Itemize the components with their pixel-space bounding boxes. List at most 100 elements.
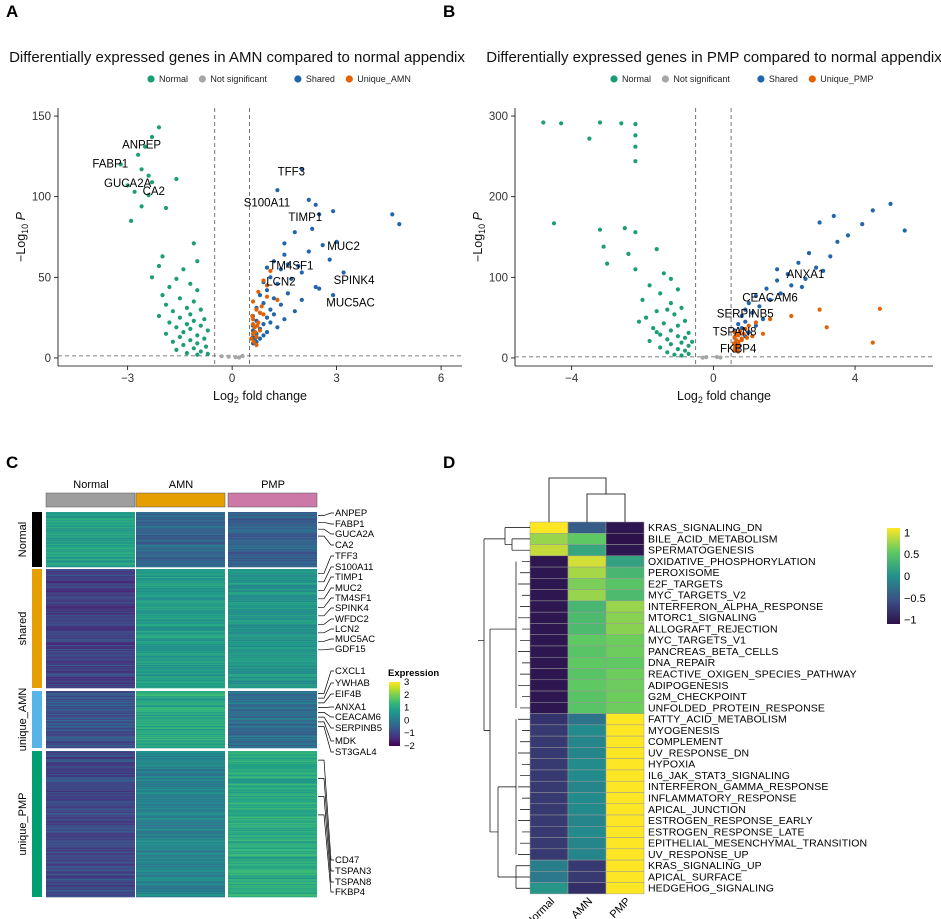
heatmap-c-cell xyxy=(46,592,135,594)
heatmap-c-cell xyxy=(228,579,317,581)
heatmap-c-cell xyxy=(46,549,135,551)
heatmap-c-cell xyxy=(228,865,317,867)
heatmap-c-cell xyxy=(228,811,317,813)
heatmap-c-cell xyxy=(46,629,135,631)
heatmap-c-cell xyxy=(136,867,225,869)
heatmap-c-cell xyxy=(46,631,135,633)
heatmap-c-cell xyxy=(228,645,317,646)
heatmap-c-cell xyxy=(46,637,135,639)
heatmap-c-gene-label: TSPAN8 xyxy=(335,877,371,888)
heatmap-c-cell xyxy=(228,554,317,556)
heatmap-d-row-label: MYOGENESIS xyxy=(648,725,720,737)
point-shared xyxy=(317,212,322,217)
x-tick-label: 3 xyxy=(333,373,339,385)
heatmap-c-cell xyxy=(136,610,225,612)
heatmap-d-cell xyxy=(529,623,569,635)
heatmap-c-cell xyxy=(228,548,317,550)
heatmap-c-cell xyxy=(46,831,135,833)
heatmap-c-cell xyxy=(46,582,135,584)
heatmap-c-cell xyxy=(136,710,225,712)
heatmap-c-cell xyxy=(136,837,225,839)
heatmap-c-cell xyxy=(228,820,317,822)
heatmap-c-cell xyxy=(228,535,317,537)
heatmap-c-cell xyxy=(136,814,225,816)
heatmap-c-cell xyxy=(136,870,225,872)
heatmap-c-cell xyxy=(46,524,135,526)
point-unique_amn xyxy=(261,312,266,317)
heatmap-c-cell xyxy=(228,641,317,643)
heatmap-c-cell xyxy=(136,867,225,869)
heatmap-c-cell xyxy=(228,647,317,649)
heatmap-c-cell xyxy=(136,557,225,559)
heatmap-c-cell xyxy=(46,814,135,816)
heatmap-c-cell xyxy=(136,878,225,880)
point-normal xyxy=(132,189,137,194)
heatmap-c-cell xyxy=(46,853,135,855)
heatmap-c-cell xyxy=(46,607,135,609)
heatmap-c-cell xyxy=(46,734,135,736)
heatmap-c-cell xyxy=(228,742,317,744)
heatmap-c-cell xyxy=(46,705,135,707)
point-normal xyxy=(633,133,638,138)
heatmap-c-cell xyxy=(228,885,317,887)
heatmap-c-cell xyxy=(46,698,135,700)
heatmap-d-cell xyxy=(567,634,607,647)
heatmap-c-cell xyxy=(228,537,317,539)
heatmap-c-cell xyxy=(136,761,225,763)
heatmap-c-cell xyxy=(46,759,135,761)
heatmap-c-cell xyxy=(46,710,135,712)
heatmap-c-cell xyxy=(228,674,317,676)
heatmap-c-cell xyxy=(136,660,225,662)
heatmap-c-cell xyxy=(136,608,225,610)
heatmap-c-cell xyxy=(136,722,225,724)
heatmap-c-cell xyxy=(136,579,225,581)
heatmap-c-cell xyxy=(136,643,225,645)
heatmap-c-cell xyxy=(46,524,135,526)
heatmap-c-cell xyxy=(136,581,225,583)
gene-connector xyxy=(318,628,334,634)
heatmap-c-cell xyxy=(136,829,225,831)
heatmap-d-row-label: G2M_CHECKPOINT xyxy=(648,691,747,703)
heatmap-c-cell xyxy=(228,595,317,597)
heatmap-c-cell xyxy=(136,569,225,571)
heatmap-c-cell xyxy=(136,636,225,638)
heatmap-c-cell xyxy=(136,762,225,764)
heatmap-c-cell xyxy=(228,548,317,549)
heatmap-c-cell xyxy=(228,879,317,881)
heatmap-c-cell xyxy=(228,892,317,894)
heatmap-c-cell xyxy=(228,846,317,848)
point-normal xyxy=(188,312,193,317)
point-normal xyxy=(541,120,546,125)
heatmap-c-cell xyxy=(46,513,135,515)
heatmap-c-cell xyxy=(136,807,225,809)
heatmap-c-cell xyxy=(228,612,317,614)
heatmap-c-cell xyxy=(228,635,317,637)
heatmap-c-cell xyxy=(228,531,317,533)
heatmap-c-cell xyxy=(228,712,317,714)
heatmap-c-cell xyxy=(46,596,135,598)
heatmap-c-cell xyxy=(136,627,225,629)
heatmap-c-cell xyxy=(136,631,225,633)
heatmap-c-cell xyxy=(46,522,135,524)
heatmap-c-cell xyxy=(136,638,225,640)
heatmap-c-cell xyxy=(136,703,225,705)
heatmap-c-cell xyxy=(228,541,317,543)
heatmap-d-cell xyxy=(529,533,569,545)
gene-connector xyxy=(318,814,334,893)
heatmap-c-cell xyxy=(46,746,135,748)
heatmap-c-cell xyxy=(46,890,135,892)
heatmap-c-cell xyxy=(228,810,317,812)
heatmap-c-cell xyxy=(136,668,225,670)
heatmap-c-cell xyxy=(136,873,225,875)
point-shared xyxy=(768,297,773,302)
heatmap-c-cell xyxy=(136,531,225,533)
heatmap-c-cell xyxy=(136,729,225,731)
heatmap-c-cell xyxy=(228,822,317,824)
gene-connector xyxy=(318,693,334,704)
heatmap-c-cell xyxy=(136,629,225,631)
heatmap-c-cell xyxy=(46,526,135,528)
heatmap-c-cell xyxy=(228,877,317,879)
heatmap-c-cell xyxy=(136,692,225,694)
heatmap-c-cell xyxy=(228,678,317,680)
heatmap-c-cell xyxy=(228,866,317,868)
